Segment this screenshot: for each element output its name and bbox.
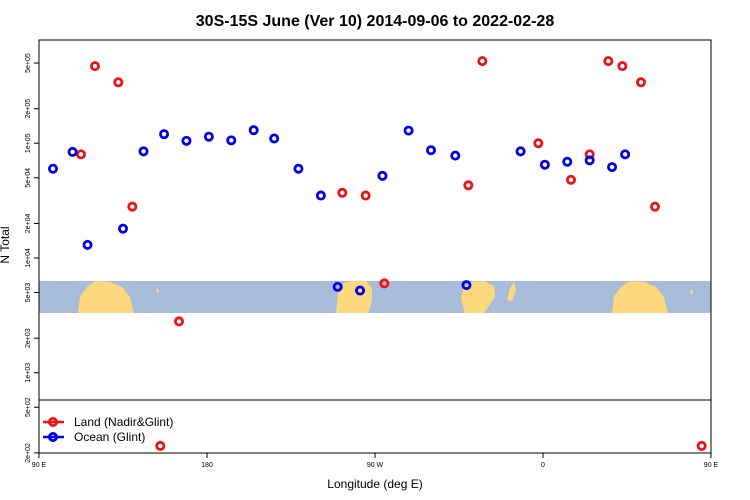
x-tick-label: 0 bbox=[541, 462, 545, 469]
ocean-point bbox=[203, 131, 214, 142]
ocean-point bbox=[584, 155, 595, 166]
x-tick-label: 90 E bbox=[32, 462, 47, 469]
land-point bbox=[603, 56, 614, 67]
legend-marker-ocean bbox=[48, 431, 59, 442]
land-point bbox=[337, 187, 348, 198]
y-tick-label: 2e+03 bbox=[25, 328, 32, 348]
ocean-point bbox=[377, 170, 388, 181]
legend-label-land: Land (Nadir&Glint) bbox=[74, 415, 173, 429]
y-axis: 2e+02 5e+02 1e+03 2e+03 5e+03 1e+04 2e+04 5e+04… bbox=[25, 53, 39, 463]
ocean-point bbox=[48, 163, 59, 174]
ocean-point bbox=[181, 135, 192, 146]
land-point bbox=[696, 440, 707, 451]
land-point bbox=[636, 77, 647, 88]
x-tick-label: 180 bbox=[201, 462, 213, 469]
land-point bbox=[477, 56, 488, 67]
legend-marker-land bbox=[48, 416, 59, 427]
land-point bbox=[76, 149, 87, 160]
ocean-point bbox=[515, 146, 526, 157]
ocean-point bbox=[118, 223, 129, 234]
legend-entry-ocean: Ocean (Glint) bbox=[43, 430, 145, 444]
land-point bbox=[127, 201, 138, 212]
y-tick-label: 1e+03 bbox=[25, 363, 32, 383]
y-tick-label: 5e+05 bbox=[25, 53, 32, 73]
chart-title: 30S-15S June (Ver 10) 2014-09-06 to 2022… bbox=[196, 13, 555, 30]
x-axis: 90 E 180 90 W 0 90 E bbox=[32, 453, 719, 469]
ocean-point bbox=[620, 149, 631, 160]
legend-entry-land: Land (Nadir&Glint) bbox=[43, 415, 173, 429]
ocean-point bbox=[355, 285, 366, 296]
map-ocean bbox=[39, 281, 711, 313]
land-point bbox=[566, 174, 577, 185]
y-tick-label: 1e+04 bbox=[25, 248, 32, 268]
ocean-point bbox=[332, 281, 343, 292]
ocean-point bbox=[82, 239, 93, 250]
land-point bbox=[650, 201, 661, 212]
x-axis-label: Longitude (deg E) bbox=[327, 477, 422, 491]
y-tick-label: 5e+04 bbox=[25, 168, 32, 188]
y-tick-label: 2e+02 bbox=[25, 443, 32, 463]
map-strip bbox=[39, 281, 711, 313]
plot-frame bbox=[38, 39, 712, 454]
data-points bbox=[48, 56, 707, 451]
land-point bbox=[113, 77, 124, 88]
land-point bbox=[173, 316, 184, 327]
y-tick-label: 2e+04 bbox=[25, 214, 32, 234]
x-tick-label: 90 E bbox=[704, 462, 719, 469]
land-shape bbox=[156, 288, 159, 293]
ocean-point bbox=[403, 125, 414, 136]
ocean-point bbox=[450, 150, 461, 161]
land-point bbox=[463, 180, 474, 191]
ocean-point bbox=[67, 146, 78, 157]
ocean-point bbox=[315, 190, 326, 201]
land-shape bbox=[612, 281, 668, 313]
land-point bbox=[617, 61, 628, 72]
land-point bbox=[155, 440, 166, 451]
ocean-point bbox=[562, 156, 573, 167]
y-tick-label: 1e+05 bbox=[25, 133, 32, 153]
map-land bbox=[78, 281, 693, 313]
y-axis-label: N Total bbox=[0, 226, 12, 263]
ocean-point bbox=[138, 146, 149, 157]
ocean-point bbox=[159, 129, 170, 140]
x-tick-label: 90 W bbox=[367, 462, 384, 469]
land-point bbox=[360, 190, 371, 201]
ocean-point bbox=[226, 135, 237, 146]
y-tick-label: 5e+03 bbox=[25, 283, 32, 303]
land-point bbox=[90, 61, 101, 72]
y-tick-label: 5e+02 bbox=[25, 397, 32, 417]
land-shape bbox=[507, 282, 516, 301]
ocean-point bbox=[607, 162, 618, 173]
land-point bbox=[379, 278, 390, 289]
legend: Land (Nadir&Glint) Ocean (Glint) bbox=[43, 415, 173, 444]
y-tick-label: 2e+05 bbox=[25, 99, 32, 119]
legend-label-ocean: Ocean (Glint) bbox=[74, 430, 145, 444]
ocean-point bbox=[248, 125, 259, 136]
ocean-point bbox=[293, 163, 304, 174]
ocean-point bbox=[539, 159, 550, 170]
land-point bbox=[533, 138, 544, 149]
ocean-point bbox=[269, 133, 280, 144]
land-shape bbox=[690, 289, 693, 294]
land-shape bbox=[78, 281, 134, 313]
ocean-point bbox=[425, 145, 436, 156]
ocean-point bbox=[461, 280, 472, 291]
